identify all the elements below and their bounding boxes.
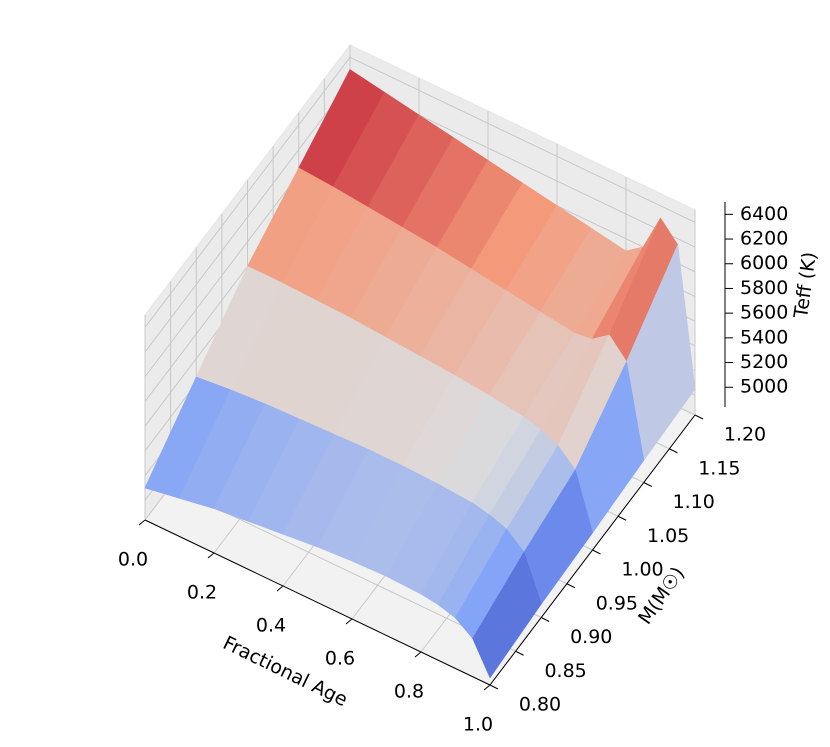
z-tick-label: 6200	[740, 228, 788, 250]
grid-line	[349, 56, 696, 223]
tick-mark	[643, 482, 652, 487]
y-tick-label: 0.85	[544, 660, 586, 682]
x-tick-label: 0.4	[256, 615, 286, 637]
x-tick-label: 0.6	[325, 648, 355, 670]
tick-mark	[617, 515, 627, 521]
tick-mark	[483, 684, 491, 691]
x-axis-label: Fractional Age	[219, 632, 350, 711]
y-tick-label: 1.15	[698, 457, 740, 479]
tick-mark	[276, 585, 284, 592]
tick-mark	[669, 448, 678, 454]
y-tick-label: 0.80	[519, 694, 561, 716]
x-tick-label: 0.8	[394, 681, 424, 703]
z-tick-label: 5800	[740, 277, 788, 299]
y-tick-label: 0.95	[596, 592, 638, 614]
tick-mark	[138, 519, 146, 526]
tick-mark	[345, 618, 353, 625]
x-tick-label: 0.2	[187, 582, 217, 604]
grid-line	[144, 57, 351, 328]
axis-line	[144, 519, 491, 686]
z-tick-label: 5000	[740, 376, 788, 398]
tick-mark	[566, 583, 576, 589]
z-tick-label: 5600	[740, 302, 788, 324]
grid-line	[144, 81, 351, 353]
z-axis-label: Teff (K)	[790, 250, 821, 320]
tick-mark	[694, 414, 704, 420]
z-tick-label: 6000	[740, 252, 788, 274]
y-tick-label: 1.10	[673, 491, 715, 513]
tick-mark	[515, 650, 524, 656]
x-tick-label: 0.0	[118, 549, 148, 571]
y-tick-label: 1.00	[621, 559, 663, 581]
surface	[144, 69, 696, 678]
z-tick-label: 5200	[740, 351, 788, 373]
z-tick-label: 5400	[740, 326, 788, 348]
tick-mark	[592, 549, 601, 555]
tick-mark	[207, 552, 215, 559]
z-tick-label: 6400	[740, 203, 788, 225]
y-tick-label: 1.05	[647, 525, 689, 547]
axis-line	[489, 414, 696, 686]
tick-mark	[489, 684, 499, 690]
y-tick-label: 0.90	[570, 626, 612, 648]
surface-patch	[472, 552, 542, 678]
y-tick-label: 1.20	[724, 424, 766, 446]
x-tick-label: 1.0	[463, 714, 493, 736]
tick-mark	[541, 617, 550, 622]
tick-mark	[414, 651, 422, 658]
